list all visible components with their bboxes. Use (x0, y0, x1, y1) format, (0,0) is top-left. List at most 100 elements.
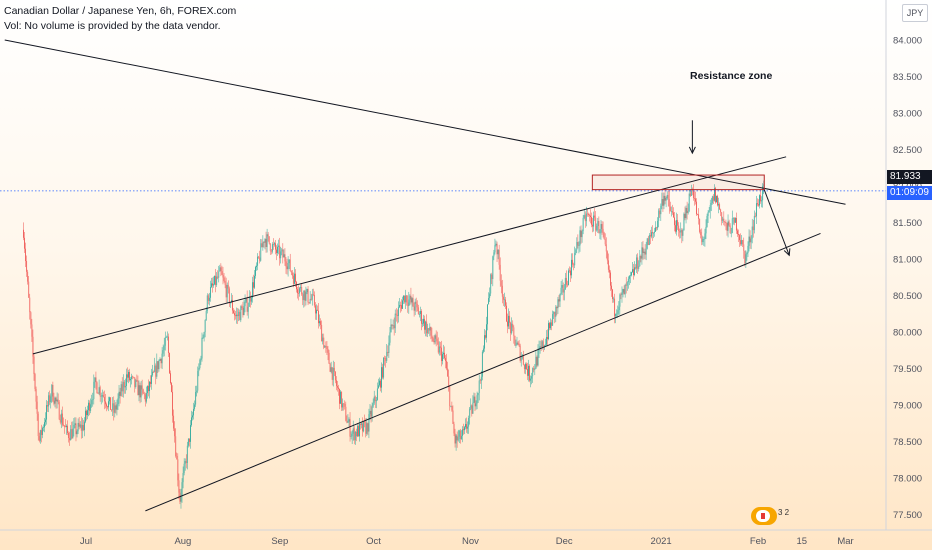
candle-body (293, 273, 295, 284)
candle-body (614, 298, 616, 317)
candle-body (426, 321, 428, 334)
candle-body (313, 294, 315, 306)
tradingview-logo[interactable]: 3 2 (750, 505, 790, 532)
candle-body (111, 409, 113, 411)
candle-body (733, 218, 735, 223)
candle-body (551, 322, 553, 326)
candle-body (569, 270, 570, 272)
candle-body (166, 336, 168, 338)
candle-body (240, 306, 242, 321)
candle-body (244, 301, 246, 307)
candle-body (439, 346, 441, 348)
candle-body (591, 217, 592, 225)
candle-body (408, 299, 410, 307)
candle-body (681, 229, 683, 236)
candle-body (496, 243, 498, 255)
candle-body (106, 404, 107, 407)
candle-body (311, 294, 313, 300)
candle-body (741, 240, 743, 245)
candle-body (288, 259, 290, 264)
candle-body (178, 480, 180, 493)
candle-body (513, 327, 515, 336)
candle-body (161, 353, 163, 364)
candle-body (204, 320, 206, 333)
candle-body (76, 431, 78, 435)
candle-body (586, 213, 588, 215)
candle-body (268, 236, 270, 244)
candle-body (455, 435, 457, 444)
candle-body (537, 350, 539, 366)
candle-body (207, 295, 209, 301)
candle-body (556, 306, 558, 309)
candle-body (130, 378, 131, 381)
candle-body (647, 238, 649, 246)
candle-body (619, 294, 621, 307)
candle-body (308, 302, 310, 304)
candle-body (266, 234, 268, 247)
candle-body (271, 244, 273, 252)
candle-body (635, 267, 637, 269)
candle-body (391, 324, 393, 326)
candle-body (167, 336, 169, 354)
candle-body (553, 311, 555, 315)
candle-body (550, 322, 551, 329)
candle-body (418, 313, 420, 315)
candle-body (368, 414, 370, 432)
candle-body (174, 428, 176, 437)
candle-body (221, 271, 223, 275)
candle-body (301, 286, 303, 295)
candle-body (434, 335, 436, 343)
candle-body (150, 381, 151, 384)
candle-body (584, 215, 586, 222)
candle-body (372, 403, 374, 407)
candle-body (354, 431, 356, 441)
candle-body (664, 195, 666, 201)
candle-body (393, 325, 395, 329)
candle-body (663, 195, 665, 206)
candle-body (476, 395, 478, 404)
candle-body (746, 252, 748, 255)
candle-body (576, 242, 578, 250)
candle-body (48, 395, 50, 407)
candle-body (352, 428, 354, 434)
candle-body (479, 380, 481, 382)
candle-body (320, 321, 322, 325)
candle-body (50, 396, 52, 403)
candle-body (203, 332, 205, 338)
candle-body (494, 245, 496, 253)
drawings[interactable] (0, 39, 886, 512)
candle-body (258, 256, 260, 258)
candle-body (241, 306, 243, 308)
candle-body (119, 391, 121, 396)
candle-body (69, 438, 71, 441)
candle-body (237, 314, 239, 317)
candle-body (698, 214, 700, 219)
candle-body (175, 436, 177, 456)
candle-body (532, 368, 534, 377)
candle-body (324, 345, 326, 348)
candle-body (27, 271, 29, 282)
candle-body (453, 423, 455, 434)
candle-body (545, 337, 547, 345)
candle-body (289, 259, 291, 271)
candle-body (465, 424, 466, 428)
x-tick-label: Oct (366, 536, 381, 547)
candle-body (491, 274, 493, 280)
candle-body (528, 365, 529, 376)
candle-body (742, 240, 744, 245)
candle-body (81, 425, 83, 431)
currency-badge[interactable]: JPY (902, 4, 928, 22)
candle-body (446, 361, 448, 369)
candle-body (184, 461, 186, 464)
candle-body (112, 403, 114, 410)
candle-body (613, 298, 614, 300)
candle-body (371, 406, 373, 417)
candle-body (701, 234, 703, 243)
candle-body (72, 428, 74, 439)
candle-body (82, 425, 84, 431)
candle-body (490, 274, 492, 294)
candle-body (732, 218, 734, 219)
candle-body (276, 249, 277, 254)
